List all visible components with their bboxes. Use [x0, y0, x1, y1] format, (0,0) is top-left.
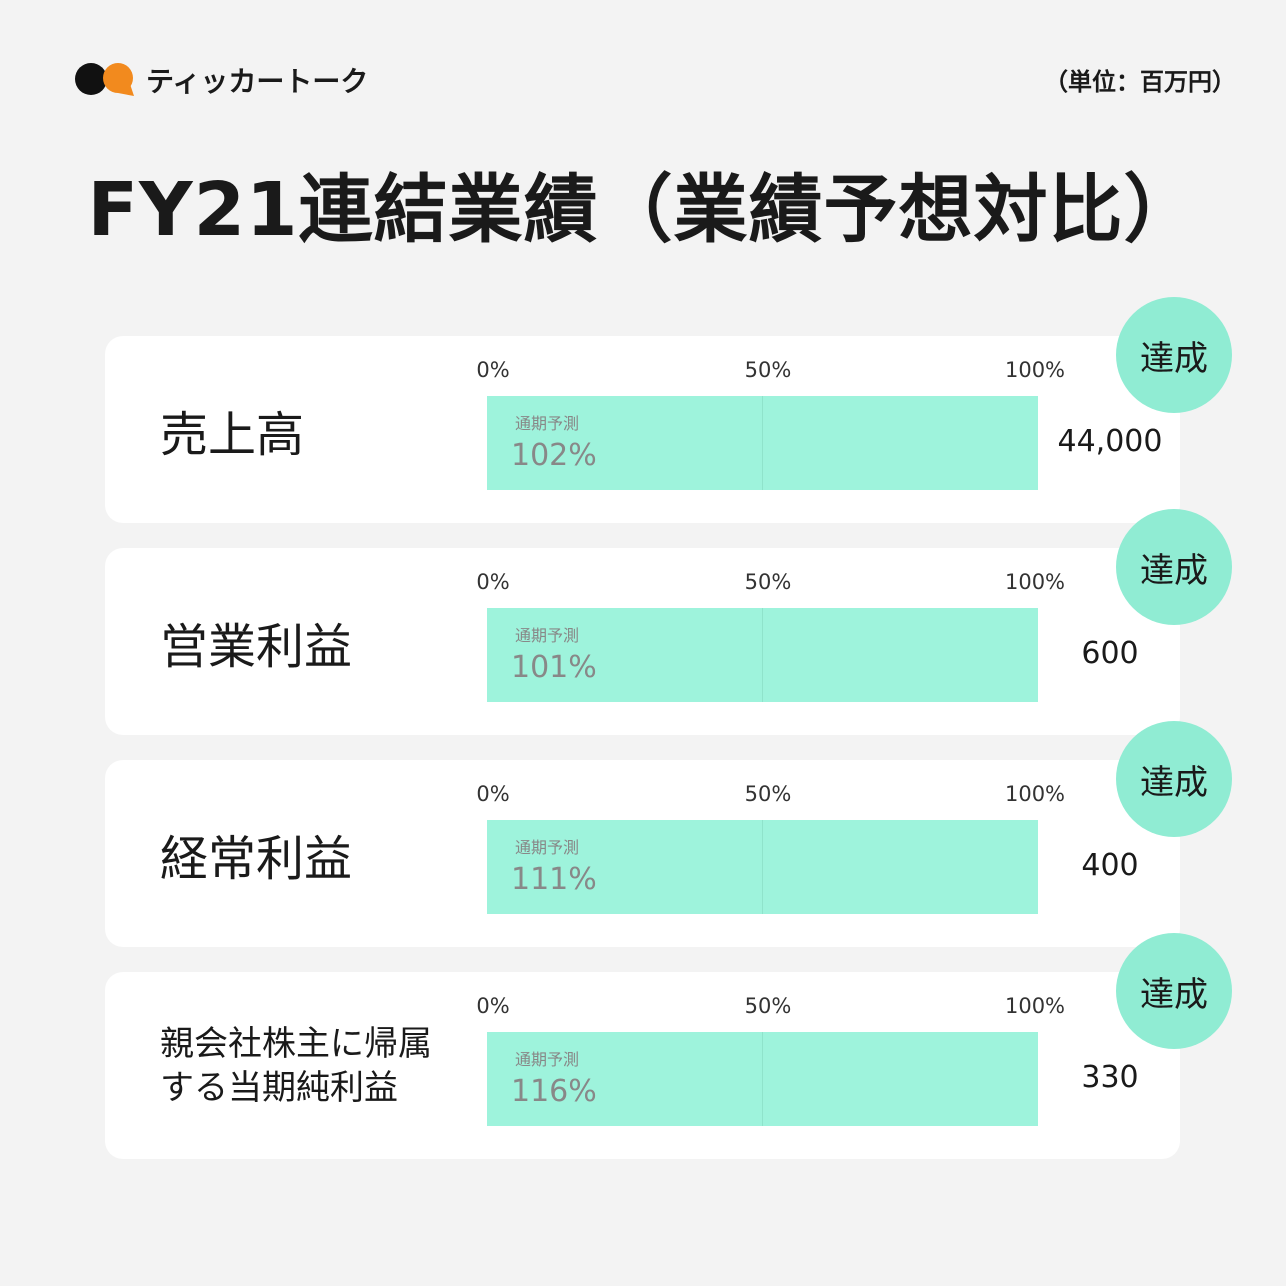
scale-label: 50% — [744, 570, 792, 594]
bar-label: 通期予測 — [515, 626, 580, 645]
card: 売上高 0% 50% 100% 通期予測 102% 44,000 — [105, 336, 1180, 523]
badge: 達成 — [1116, 509, 1232, 625]
mid-line — [762, 396, 763, 490]
badge: 達成 — [1116, 297, 1232, 413]
card: 親会社株主に帰属 する当期純利益 0% 50% 100% 通期予測 116% 330 — [105, 972, 1180, 1159]
row-label: 営業利益 — [160, 548, 352, 735]
amount: 600 — [1081, 636, 1139, 671]
scale-label: 0% — [476, 570, 510, 594]
mid-line — [762, 1032, 763, 1126]
title: FY21連結業績（業績予想対比） — [87, 167, 1199, 253]
bar: 通期予測 102% — [487, 396, 1038, 490]
row-label-line: 親会社株主に帰属 — [160, 1023, 432, 1064]
scale-label: 50% — [744, 782, 792, 806]
mid-line — [762, 608, 763, 702]
ratio: 111% — [511, 862, 597, 897]
ratio: 101% — [511, 650, 597, 685]
ratio: 102% — [511, 438, 597, 473]
scale-label: 0% — [476, 782, 510, 806]
row-label-line: する当期純利益 — [160, 1067, 398, 1108]
scale-label: 100% — [1004, 782, 1066, 806]
card: 経常利益 0% 50% 100% 通期予測 111% 400 — [105, 760, 1180, 947]
scale-label: 100% — [1004, 570, 1066, 594]
scale-label: 50% — [744, 994, 792, 1018]
row-label: 親会社株主に帰属 する当期純利益 — [160, 972, 432, 1159]
row-label: 経常利益 — [160, 760, 352, 947]
unit: （単位：百万円） — [1044, 68, 1236, 96]
scale-label: 0% — [476, 358, 510, 382]
badge: 達成 — [1116, 933, 1232, 1049]
scale-label: 0% — [476, 994, 510, 1018]
badge: 達成 — [1116, 721, 1232, 837]
row-label-line: 営業利益 — [160, 618, 353, 675]
bar-label: 通期予測 — [515, 414, 580, 433]
card: 営業利益 0% 50% 100% 通期予測 101% 600 — [105, 548, 1180, 735]
mid-line — [762, 820, 763, 914]
row-label: 売上高 — [160, 336, 304, 523]
brand: ティッカートーク — [146, 65, 369, 98]
amount: 400 — [1081, 848, 1139, 883]
ratio: 116% — [511, 1074, 597, 1109]
scale-label: 50% — [744, 358, 792, 382]
bar-label: 通期予測 — [515, 1050, 580, 1069]
bar: 通期予測 116% — [487, 1032, 1038, 1126]
amount: 330 — [1081, 1060, 1139, 1095]
row-label-line: 経常利益 — [160, 830, 353, 887]
bar-label: 通期予測 — [515, 838, 580, 857]
logo — [75, 63, 134, 96]
scale-label: 100% — [1004, 358, 1066, 382]
row-label-line: 売上高 — [160, 406, 305, 463]
bar: 通期予測 111% — [487, 820, 1038, 914]
amount: 44,000 — [1057, 424, 1163, 459]
bar: 通期予測 101% — [487, 608, 1038, 702]
scale-label: 100% — [1004, 994, 1066, 1018]
